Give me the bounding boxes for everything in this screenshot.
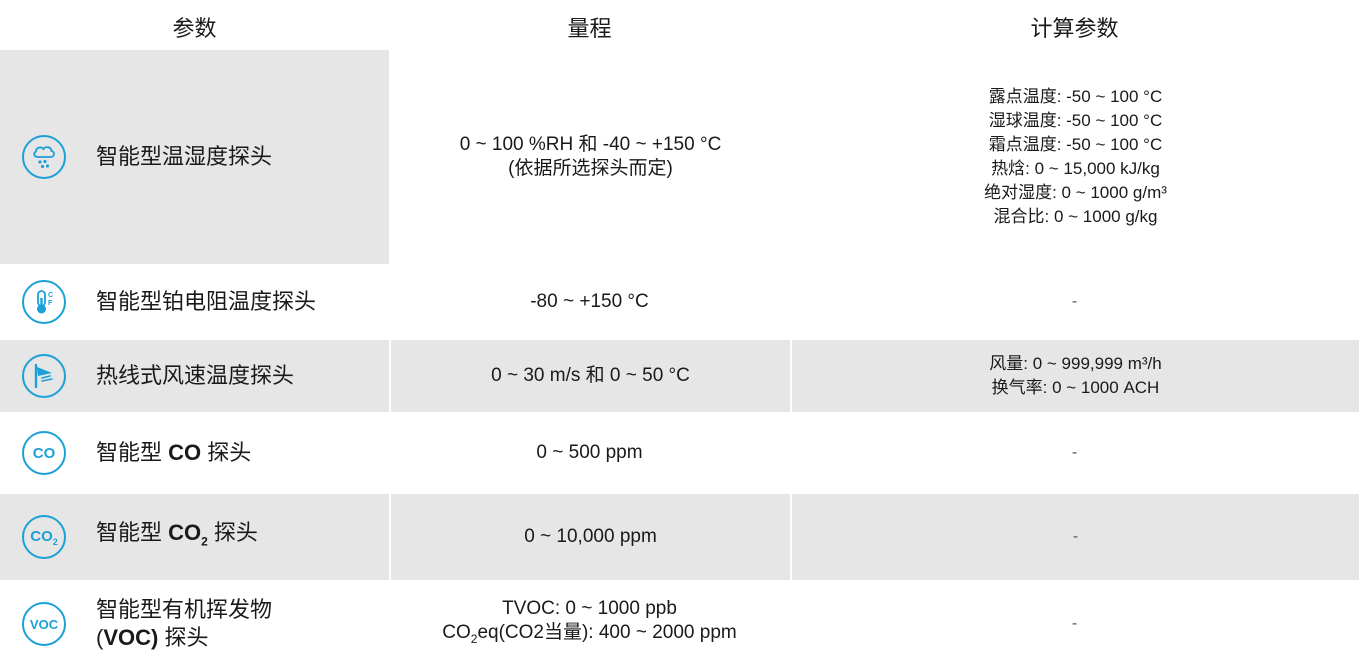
cloud-rain-icon [22, 135, 66, 179]
calc-wet-bulb: 湿球温度: -50 ~ 100 °C [988, 111, 1163, 130]
range-text: 0 ~ 500 ppm [536, 442, 643, 463]
row-pt-temp-name: C F 智能型铂电阻温度探头 [0, 264, 389, 340]
voc-icon: VOC [22, 602, 66, 646]
range-text: -80 ~ +150 °C [530, 291, 649, 312]
name-line2: (VOC) 探头 [96, 624, 272, 652]
probe-name: 智能型铂电阻温度探头 [96, 289, 317, 314]
probe-name: 智能型温湿度探头 [96, 144, 273, 169]
calc-air-change-rate: 换气率: 0 ~ 1000 ACH [991, 378, 1160, 397]
range-text: 0 ~ 30 m/s 和 0 ~ 50 °C [491, 365, 690, 386]
name-gas: CO [168, 440, 202, 465]
row-co2-range: 0 ~ 10,000 ppm [389, 494, 790, 580]
icon-c-label: C [48, 292, 53, 299]
co2-icon-label: CO2 [30, 528, 58, 547]
co-icon-label: CO [32, 444, 56, 462]
row-pt-temp-calc: - [790, 264, 1359, 340]
calc-mixing-ratio: 混合比: 0 ~ 1000 g/kg [993, 207, 1158, 226]
co2-icon-sub: 2 [52, 536, 58, 547]
calc-dew-point: 露点温度: -50 ~ 100 °C [988, 87, 1163, 106]
name-prefix: 智能型 [96, 440, 169, 465]
name-gas-sub: 2 [201, 534, 208, 549]
name-prefix: 智能型 [96, 519, 169, 545]
row-co2-name: CO2 智能型 CO2 探头 [0, 494, 389, 580]
icon-f-label: F [48, 300, 53, 307]
name-l2-prefix: ( [96, 625, 104, 650]
name-gas-co: CO [168, 519, 202, 545]
calc-enthalpy: 热焓: 0 ~ 15,000 kJ/kg [991, 159, 1160, 178]
calc-airflow: 风量: 0 ~ 999,999 m³/h [989, 354, 1162, 373]
range-co2eq-co: CO [442, 622, 471, 644]
anemometer-icon [22, 354, 66, 398]
row-hotwire-calc: 风量: 0 ~ 999,999 m³/h 换气率: 0 ~ 1000 ACH [790, 340, 1359, 412]
row-temp-humidity-name: 智能型温湿度探头 [0, 50, 389, 264]
co-icon: CO [22, 431, 66, 475]
row-co-name: CO 智能型 CO 探头 [0, 412, 389, 494]
range-text: 0 ~ 10,000 ppm [524, 526, 657, 547]
probe-name: 智能型 CO2 探头 [96, 519, 258, 555]
probe-name: 智能型有机挥发物 (VOC) 探头 [96, 596, 272, 652]
row-co2-calc: - [790, 494, 1359, 580]
range-co2eq-sub: 2 [470, 631, 478, 646]
range-text: 0 ~ 100 %RH 和 -40 ~ +150 °C [459, 134, 722, 155]
range-co2eq-rest: eq(CO2当量): 400 ~ 2000 ppm [477, 622, 737, 644]
calc-none: - [1072, 528, 1079, 545]
row-voc-name: VOC 智能型有机挥发物 (VOC) 探头 [0, 580, 389, 668]
row-co-calc: - [790, 412, 1359, 494]
row-voc-calc: - [790, 580, 1359, 668]
row-temp-humidity-range: 0 ~ 100 %RH 和 -40 ~ +150 °C (依据所选探头而定) [389, 50, 790, 264]
range-co2eq: CO2eq(CO2当量): 400 ~ 2000 ppm [442, 621, 736, 651]
name-gas: CO2 [168, 519, 208, 549]
name-l2-gas: VOC) [103, 625, 159, 650]
range-tvoc: TVOC: 0 ~ 1000 ppb [502, 598, 677, 620]
calc-none: - [1071, 615, 1078, 632]
calc-none: - [1071, 444, 1078, 461]
calc-none: - [1071, 293, 1078, 310]
probe-name: 智能型 CO 探头 [96, 439, 251, 467]
range-note: (依据所选探头而定) [508, 158, 673, 179]
thermometer-icon: C F [22, 280, 66, 324]
row-temp-humidity-calc: 露点温度: -50 ~ 100 °C 湿球温度: -50 ~ 100 °C 霜点… [790, 50, 1359, 264]
header-param: 参数 [172, 16, 217, 41]
name-suffix: 探头 [201, 440, 252, 465]
row-co-range: 0 ~ 500 ppm [389, 412, 790, 494]
header-calc: 计算参数 [1030, 16, 1119, 41]
row-pt-temp-range: -80 ~ +150 °C [389, 264, 790, 340]
row-hotwire-name: 热线式风速温度探头 [0, 340, 389, 412]
name-line1: 智能型有机挥发物 [96, 597, 273, 622]
co2-icon-co: CO [30, 527, 53, 545]
co2-icon: CO2 [22, 515, 66, 559]
calc-abs-humidity: 绝对湿度: 0 ~ 1000 g/m³ [984, 183, 1167, 202]
row-hotwire-range: 0 ~ 30 m/s 和 0 ~ 50 °C [389, 340, 790, 412]
name-l2-suffix: 探头 [158, 625, 209, 650]
header-range: 量程 [567, 16, 612, 41]
calc-frost-point: 霜点温度: -50 ~ 100 °C [988, 135, 1163, 154]
row-voc-range: TVOC: 0 ~ 1000 ppb CO2eq(CO2当量): 400 ~ 2… [389, 580, 790, 668]
name-suffix: 探头 [207, 519, 258, 545]
probe-name: 热线式风速温度探头 [96, 363, 295, 388]
voc-icon-label: VOC [29, 616, 59, 632]
